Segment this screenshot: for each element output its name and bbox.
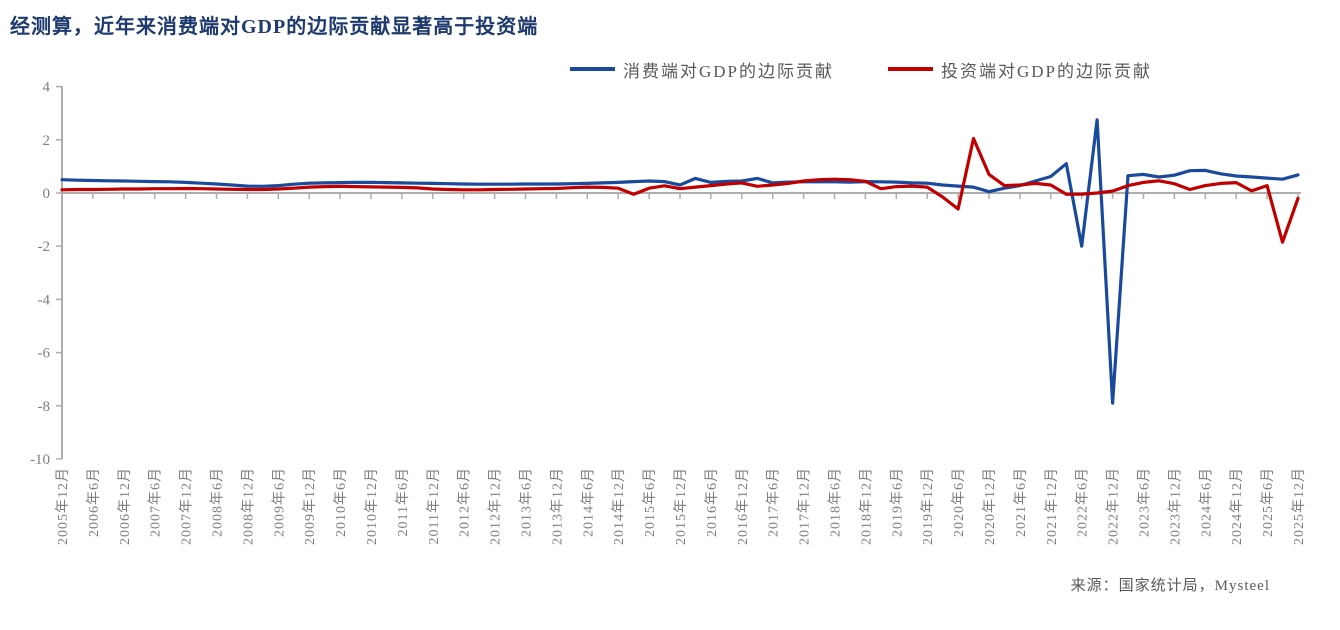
x-tick-label: 2008年12月	[240, 467, 256, 545]
x-tick-label: 2012年6月	[457, 467, 473, 537]
x-tick-label: 2014年6月	[580, 467, 596, 537]
x-tick-label: 2023年12月	[1167, 467, 1183, 545]
legend-label-investment: 投资端对GDP的边际贡献	[941, 61, 1153, 81]
x-tick-label: 2007年6月	[148, 467, 164, 537]
y-tick-label: -10	[30, 452, 50, 468]
legend-item-investment: 投资端对GDP的边际贡献	[888, 60, 1152, 81]
x-tick-label: 2016年6月	[704, 467, 720, 537]
y-tick-label: -2	[38, 239, 51, 255]
x-tick-label: 2009年6月	[271, 467, 287, 537]
y-tick-label: -4	[38, 292, 51, 308]
source-note: 来源：国家统计局，Mysteel	[1070, 578, 1270, 594]
legend-label-consumption: 消费端对GDP的边际贡献	[623, 61, 835, 81]
x-tick-label: 2024年6月	[1198, 467, 1214, 537]
x-tick-label: 2021年12月	[1044, 467, 1060, 545]
x-tick-label: 2024年12月	[1229, 467, 1245, 545]
x-tick-label: 2010年12月	[364, 467, 380, 545]
x-tick-label: 2017年12月	[797, 467, 813, 545]
x-tick-label: 2008年6月	[210, 467, 226, 537]
x-tick-label: 2020年12月	[982, 467, 998, 545]
x-tick-label: 2025年6月	[1260, 467, 1276, 537]
x-tick-label: 2021年6月	[1013, 467, 1029, 537]
x-tick-label: 2022年12月	[1106, 467, 1122, 545]
x-tick-label: 2011年6月	[395, 467, 411, 536]
x-tick-label: 2006年6月	[86, 467, 102, 537]
x-tick-label: 2023年6月	[1137, 467, 1153, 537]
y-tick-label: 4	[43, 80, 51, 96]
x-tick-label: 2013年6月	[519, 467, 535, 537]
x-tick-label: 2019年6月	[889, 467, 905, 537]
x-tick-label: 2022年6月	[1075, 467, 1091, 537]
legend-item-consumption: 消费端对GDP的边际贡献	[570, 60, 834, 81]
x-tick-label: 2025年12月	[1291, 467, 1307, 545]
x-tick-label: 2006年12月	[117, 467, 133, 545]
x-tick-label: 2015年6月	[642, 467, 658, 537]
x-tick-label: 2019年12月	[920, 467, 936, 545]
x-tick-label: 2007年12月	[179, 467, 195, 545]
y-tick-label: -8	[38, 399, 51, 415]
chart-title: 经测算，近年来消费端对GDP的边际贡献显著高于投资端	[10, 16, 539, 38]
x-tick-label: 2012年12月	[488, 467, 504, 545]
consumption-line	[60, 118, 1300, 405]
investment-line-swatch	[888, 67, 933, 71]
x-tick-label: 2018年6月	[828, 467, 844, 537]
y-tick-label: 2	[43, 133, 51, 149]
x-tick-label: 2009年12月	[302, 467, 318, 545]
investment-line	[60, 136, 1300, 244]
y-tick-label: 0	[43, 186, 51, 202]
x-tick-label: 2015年12月	[673, 467, 689, 545]
x-tick-label: 2010年6月	[333, 467, 349, 537]
x-tick-label: 2005年12月	[55, 467, 71, 545]
x-tick-label: 2017年6月	[766, 467, 782, 537]
x-tick-label: 2011年12月	[426, 467, 442, 544]
x-tick-label: 2018年12月	[858, 467, 874, 545]
y-tick-label: -6	[38, 346, 51, 362]
x-tick-label: 2014年12月	[611, 467, 627, 545]
x-tick-label: 2013年12月	[549, 467, 565, 545]
consumption-line-swatch	[570, 67, 615, 71]
x-tick-label: 2020年6月	[951, 467, 967, 537]
x-tick-label: 2016年12月	[735, 467, 751, 545]
